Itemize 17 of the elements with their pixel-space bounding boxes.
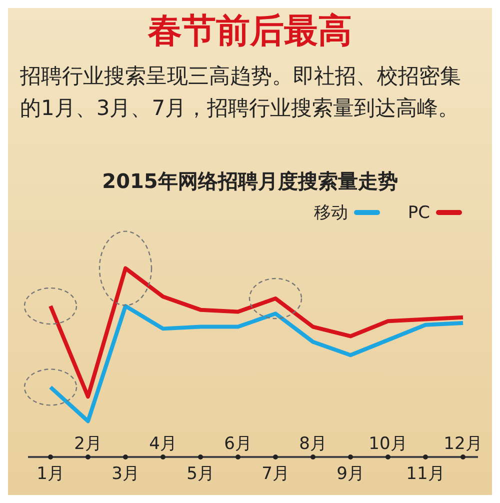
legend-label: PC [408, 202, 430, 222]
x-tick-label: 12月 [444, 434, 482, 454]
x-tick-label: 4月 [149, 434, 177, 454]
x-tick-label: 2月 [74, 434, 102, 454]
x-tick-label: 11月 [406, 464, 445, 484]
x-tick-label: 6月 [224, 434, 252, 454]
x-tick-label: 9月 [336, 464, 364, 484]
x-tick-label: 7月 [262, 464, 290, 484]
text: 春节前后最高 [146, 10, 353, 52]
chart-title: 2015年网络招聘月度搜索量走势 [101, 168, 399, 195]
x-tick-label: 10月 [368, 434, 408, 454]
x-tick-label: 3月 [112, 464, 140, 484]
x-tick-label: 5月 [186, 464, 214, 484]
text: 招聘行业搜索呈现三高趋势。即社招、校招密集的1月、3月、7月，招聘行业搜索量到达高峰。 [19, 63, 462, 122]
legend-label: 移动 [314, 202, 348, 224]
x-tick-label: 8月 [299, 434, 327, 454]
x-tick-label: 1月 [36, 464, 64, 484]
